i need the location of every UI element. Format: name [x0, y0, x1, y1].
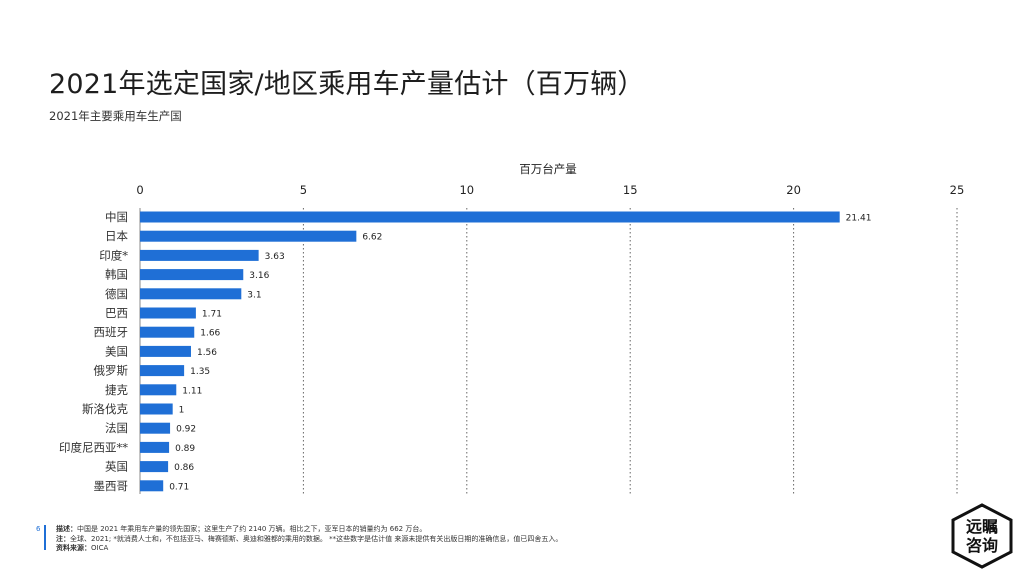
data-label: 1	[179, 406, 185, 416]
x-tick-label: 20	[786, 183, 801, 197]
data-label: 0.71	[169, 482, 189, 492]
data-label: 1.56	[197, 348, 217, 358]
category-label: 韩国	[105, 268, 128, 282]
page-subtitle: 2021年主要乘用车生产国	[49, 109, 182, 123]
bar	[140, 249, 259, 261]
bar	[140, 480, 164, 492]
page-number: 6	[36, 525, 41, 533]
logo-hexagon-icon	[951, 503, 1013, 569]
category-label: 法国	[105, 421, 128, 435]
data-label: 6.62	[362, 233, 382, 243]
bar	[140, 365, 185, 377]
footer-notes: 描述：中国是 2021 年乘用车产量的领先国家；这里生产了约 2140 万辆。相…	[56, 525, 856, 554]
bar	[140, 422, 171, 434]
data-label: 0.89	[175, 444, 195, 454]
data-label: 1.71	[202, 310, 222, 320]
x-axis-label: 百万台产量	[519, 162, 577, 176]
category-label: 中国	[105, 210, 128, 224]
category-label: 印度尼西亚**	[59, 440, 128, 454]
category-label: 俄罗斯	[94, 364, 129, 378]
x-tick-label: 0	[136, 183, 143, 197]
data-label: 0.86	[174, 463, 194, 473]
data-label: 1.35	[190, 367, 210, 377]
bar	[140, 326, 195, 338]
x-tick-label: 25	[950, 183, 965, 197]
category-label: 日本	[105, 229, 128, 243]
x-tick-label: 10	[459, 183, 474, 197]
data-label: 1.11	[182, 386, 202, 396]
bar	[140, 441, 170, 453]
bar	[140, 230, 357, 242]
category-label: 英国	[105, 460, 128, 474]
bar	[140, 288, 242, 300]
data-label: 3.1	[247, 290, 261, 300]
bar	[140, 384, 177, 396]
x-tick-label: 15	[623, 183, 638, 197]
data-label: 0.92	[176, 425, 196, 435]
logo-line-1: 远瞩	[965, 517, 998, 536]
bar	[140, 211, 840, 223]
category-label: 德国	[105, 287, 128, 301]
footer-description: 描述：中国是 2021 年乘用车产量的领先国家；这里生产了约 2140 万辆。相…	[56, 525, 427, 533]
page-title: 2021年选定国家/地区乘用车产量估计（百万辆）	[49, 69, 645, 100]
category-label: 巴西	[105, 306, 128, 320]
bar	[140, 269, 244, 281]
bar	[140, 345, 191, 357]
data-label: 3.63	[265, 252, 285, 262]
footer-note: 注：全球、2021; *就消费人士和，不包括亚马、梅赛德斯、奥迪和雅都的乘用的数…	[56, 534, 563, 543]
data-label: 3.16	[249, 271, 269, 281]
data-label: 21.41	[846, 214, 872, 224]
category-label: 捷克	[105, 383, 128, 397]
category-label: 墨西哥	[94, 479, 129, 493]
category-label: 斯洛伐克	[82, 402, 128, 416]
company-logo: 远瞩 咨询	[950, 503, 1014, 569]
data-label: 1.66	[200, 329, 220, 339]
x-tick-label: 5	[300, 183, 307, 197]
category-label: 美国	[105, 344, 128, 358]
category-label: 印度*	[99, 248, 128, 262]
logo-line-2: 咨询	[965, 536, 998, 555]
bar	[140, 403, 173, 415]
footer-accent-bar	[44, 525, 46, 550]
bar	[140, 461, 169, 473]
category-label: 西班牙	[94, 325, 129, 339]
footer-source: 资料来源：OICA	[56, 544, 109, 552]
bar	[140, 307, 196, 319]
